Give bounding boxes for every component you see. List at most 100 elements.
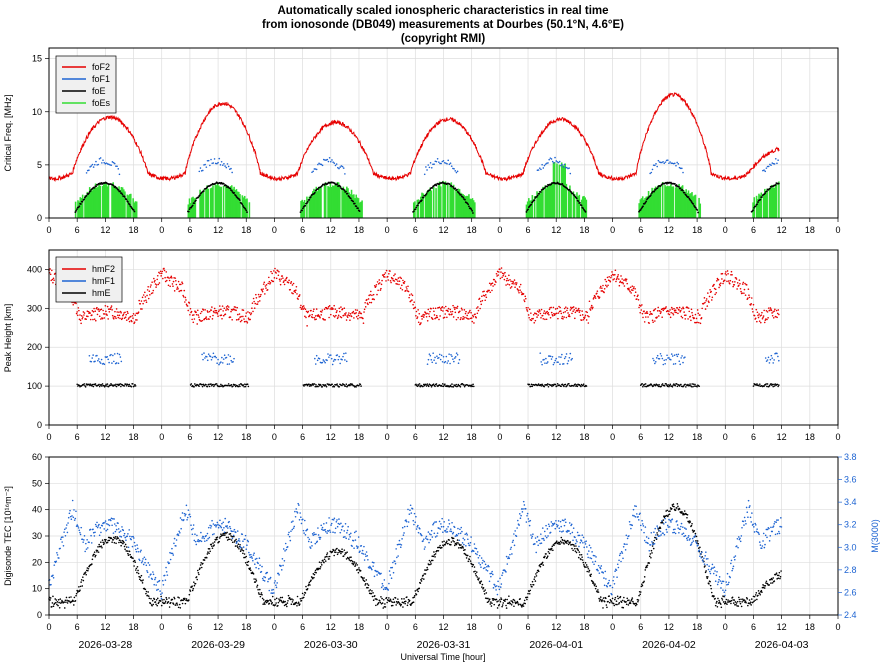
hmF1-point bbox=[541, 363, 543, 366]
hmF2-point bbox=[724, 272, 727, 275]
foF1-point bbox=[554, 156, 556, 159]
TEC-point bbox=[574, 547, 576, 550]
TEC-point bbox=[511, 600, 514, 603]
TEC-point bbox=[744, 600, 747, 602]
TEC-point bbox=[132, 557, 134, 559]
foF1-point bbox=[771, 162, 774, 164]
hmF2-point bbox=[358, 310, 361, 313]
hmE-point bbox=[580, 383, 583, 386]
TEC-point bbox=[531, 580, 534, 583]
TEC-point bbox=[176, 602, 178, 605]
hmF2-point bbox=[295, 289, 297, 291]
hmF2-point bbox=[224, 313, 227, 316]
hmF2-point bbox=[274, 267, 276, 270]
TEC-point bbox=[82, 579, 85, 582]
hmF2-point bbox=[595, 292, 598, 295]
hmF2-point bbox=[471, 320, 474, 323]
TEC-point bbox=[161, 599, 164, 601]
legend-foF2-label: foF2 bbox=[92, 62, 110, 72]
M3000-point bbox=[311, 545, 313, 547]
hmF2-point bbox=[306, 325, 308, 327]
foEs-bar bbox=[319, 187, 321, 218]
hmF2-point bbox=[481, 295, 483, 298]
M3000-point bbox=[257, 567, 260, 570]
TEC-point bbox=[641, 584, 644, 587]
hmF2-point bbox=[156, 274, 159, 277]
hmF2-point bbox=[572, 306, 575, 308]
hmE-point bbox=[360, 385, 362, 387]
hmF2-point bbox=[408, 296, 410, 299]
hmE-point bbox=[665, 383, 667, 385]
TEC-point bbox=[403, 598, 405, 600]
hmF2-point bbox=[168, 277, 170, 279]
TEC-point bbox=[501, 604, 504, 606]
foEs-bar bbox=[664, 184, 666, 218]
foEs-bar bbox=[347, 188, 349, 218]
hmF1-point bbox=[342, 355, 344, 358]
hmF2-point bbox=[327, 306, 330, 308]
hmE-point bbox=[573, 385, 575, 387]
hmF2-point bbox=[751, 308, 754, 310]
hmE-point bbox=[649, 384, 651, 387]
foE-point bbox=[132, 209, 135, 211]
TEC-point bbox=[244, 556, 246, 559]
TEC-point bbox=[197, 571, 200, 574]
hmE-point bbox=[114, 385, 117, 387]
TEC-point bbox=[164, 600, 167, 603]
foF1-point bbox=[223, 162, 225, 165]
TEC-point bbox=[386, 601, 388, 604]
M3000-point bbox=[241, 533, 244, 536]
hmF2-point bbox=[697, 321, 700, 324]
hmF2-point bbox=[231, 318, 233, 321]
hmF1-point bbox=[214, 355, 217, 358]
M3000-point bbox=[103, 528, 106, 530]
TEC-point bbox=[745, 601, 747, 604]
TEC-point bbox=[400, 598, 403, 600]
TEC-point bbox=[149, 602, 152, 605]
hmF2-point bbox=[411, 299, 413, 301]
TEC-point bbox=[761, 591, 763, 593]
TEC-point bbox=[464, 548, 466, 551]
TEC-point bbox=[75, 592, 78, 595]
hmF2-point bbox=[111, 309, 113, 311]
hmE-point bbox=[755, 384, 758, 386]
M3000-point bbox=[134, 548, 137, 551]
hmF1-point bbox=[321, 361, 324, 364]
hmE-point bbox=[550, 384, 553, 386]
hmF2-point bbox=[387, 279, 390, 281]
M3000-point bbox=[157, 588, 159, 591]
TEC-point bbox=[581, 559, 584, 561]
hmF1-point bbox=[232, 360, 234, 363]
hmF1-point bbox=[778, 359, 780, 362]
hmF2-point bbox=[178, 290, 180, 293]
M3000-point bbox=[148, 576, 150, 578]
foEs-bar bbox=[425, 192, 428, 218]
hmF1-point bbox=[549, 355, 552, 358]
TEC-point bbox=[162, 602, 165, 605]
M3000-point bbox=[89, 528, 92, 531]
M3000-point bbox=[83, 535, 86, 537]
hmE-point bbox=[568, 383, 570, 385]
hmE-point bbox=[83, 383, 86, 385]
hmF1-point bbox=[226, 363, 229, 365]
TEC-point bbox=[610, 600, 613, 603]
x-tick-label: 0 bbox=[46, 225, 51, 235]
M3000-point bbox=[106, 528, 109, 531]
TEC-point bbox=[241, 549, 244, 551]
foEs-bar bbox=[112, 182, 114, 218]
foF1-point bbox=[331, 159, 333, 161]
hmF2-point bbox=[174, 277, 177, 279]
foEs-bar bbox=[570, 191, 572, 218]
M3000-point bbox=[117, 522, 119, 524]
M3000-point bbox=[186, 516, 189, 519]
TEC-point bbox=[726, 601, 729, 603]
hmF2-point bbox=[690, 319, 692, 322]
foF1-point bbox=[198, 170, 201, 173]
M3000-point bbox=[242, 540, 244, 543]
foE-point bbox=[415, 206, 418, 209]
foEs-bar bbox=[74, 201, 77, 218]
hmF2-point bbox=[470, 311, 472, 314]
hmF2-point bbox=[475, 316, 477, 319]
M3000-point bbox=[307, 536, 309, 539]
hmE-point bbox=[247, 385, 250, 388]
